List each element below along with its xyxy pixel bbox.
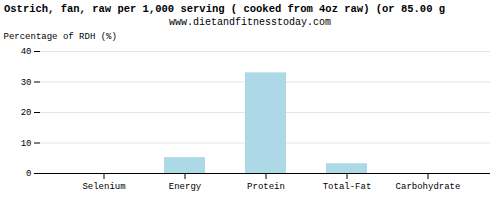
svg-text:40: 40 (21, 47, 32, 57)
html-text:Ostrich, fan, raw per 1,000 se: Ostrich, fan, raw per 1,000 serving ( co… (4, 3, 446, 15)
svg-text:Energy: Energy (169, 182, 202, 192)
svg-text:30: 30 (21, 78, 32, 88)
svg-text:20: 20 (21, 108, 32, 118)
svg-text:Total-Fat: Total-Fat (323, 182, 372, 192)
svg-text:0: 0 (26, 169, 31, 179)
svg-text:Protein: Protein (247, 182, 285, 192)
svg-text:Carbohydrate: Carbohydrate (396, 182, 461, 192)
svg-text:Percentage of RDH (%): Percentage of RDH (%) (4, 32, 117, 42)
html-text:www.dietandfitnesstoday.com: www.dietandfitnesstoday.com (169, 17, 331, 28)
svg-text:10: 10 (21, 139, 32, 149)
svg-text:Selenium: Selenium (82, 182, 125, 192)
